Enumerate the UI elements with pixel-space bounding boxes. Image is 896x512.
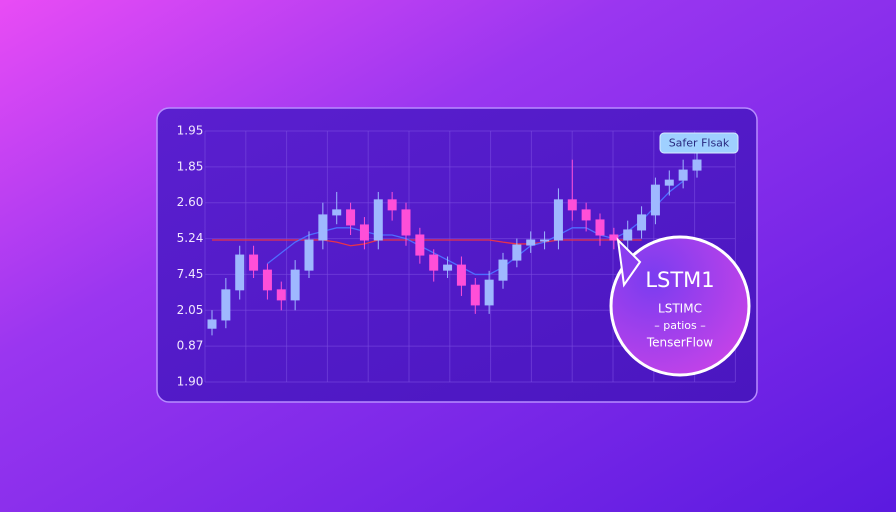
candle-body [692, 159, 702, 171]
candle-body [678, 169, 688, 181]
candle-body [567, 199, 577, 211]
y-tick-label: 7.45 [177, 267, 204, 281]
candle-body [526, 239, 536, 246]
candle-body [276, 289, 286, 301]
candle-body [470, 284, 480, 306]
candle-body [650, 184, 660, 216]
candle-body [429, 254, 439, 271]
y-tick-label: 5.24 [177, 231, 204, 245]
candle-body [249, 254, 259, 271]
chart-panel [156, 107, 758, 403]
candle-body [221, 289, 231, 321]
y-tick-label: 1.90 [177, 375, 204, 389]
callout-tail [616, 237, 642, 288]
callout-line: – patios – [654, 319, 706, 332]
candle-body [359, 224, 369, 241]
candle-body [401, 209, 411, 236]
line-series [212, 239, 642, 247]
candle-body [595, 219, 605, 236]
candle-body [609, 234, 619, 241]
candle-body [373, 199, 383, 241]
badge [659, 132, 739, 154]
candle-body [512, 244, 522, 261]
candle-body [484, 279, 494, 306]
candle-body [623, 229, 633, 241]
candle-body [456, 264, 466, 286]
candle-body [304, 239, 314, 271]
candle-body [290, 269, 300, 301]
candle-body [581, 209, 591, 221]
candle-body [235, 254, 245, 291]
candle-body [262, 269, 272, 291]
candle-body [332, 209, 342, 216]
candle-body [553, 199, 563, 241]
candle-body [207, 319, 217, 329]
callout-line: LSTIMC [658, 302, 702, 316]
candle-body [318, 214, 328, 241]
candle-body [540, 239, 550, 242]
callout-title: LSTM1 [645, 268, 714, 292]
candle-body [498, 259, 508, 281]
candle-body [664, 179, 674, 186]
callout-line: TenserFlow [646, 336, 713, 350]
y-tick-label: 2.05 [177, 303, 204, 317]
y-tick-label: 2.60 [177, 195, 204, 209]
y-tick-label: 1.85 [177, 159, 204, 173]
candle-body [415, 234, 425, 256]
y-tick-label: 1.95 [177, 124, 204, 138]
candle-body [346, 209, 356, 226]
callout-bubble [609, 235, 751, 377]
candle-body [443, 264, 453, 271]
candle-body [637, 214, 647, 231]
y-tick-label: 0.87 [177, 339, 204, 353]
badge-text: Safer Flsak [669, 137, 730, 150]
candle-body [387, 199, 397, 211]
